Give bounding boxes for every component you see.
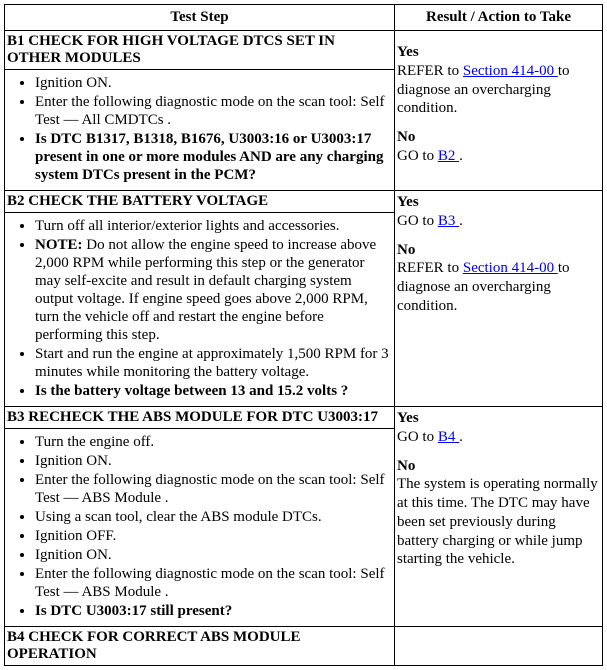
b1-title-row: B1 CHECK FOR HIGH VOLTAGE DTCS SET IN OT… [5,31,603,70]
b1-yes-label: Yes [397,43,600,62]
header-test-step: Test Step [5,5,395,31]
b1-title: B1 CHECK FOR HIGH VOLTAGE DTCS SET IN OT… [5,31,395,70]
b1-list: Ignition ON. Enter the following diagnos… [9,74,390,184]
table-header-row: Test Step Result / Action to Take [5,5,603,31]
b3-title: B3 RECHECK THE ABS MODULE FOR DTC U3003:… [5,407,395,429]
link-b4[interactable]: B4 [438,429,459,445]
link-b2[interactable]: B2 [438,148,459,164]
b3-item: Using a scan tool, clear the ABS module … [35,508,390,526]
spacer [397,447,600,457]
b3-item: Enter the following diagnostic mode on t… [35,471,390,507]
header-result: Result / Action to Take [395,5,603,31]
b3-body: Turn the engine off. Ignition ON. Enter … [5,429,395,627]
b3-item: Turn the engine off. [35,433,390,451]
b4-result [395,627,603,666]
b1-no-label: No [397,128,600,147]
b1-yes-pre: REFER to [397,63,463,79]
b1-no-pre: GO to [397,148,438,164]
b2-no-label: No [397,241,600,260]
b3-yes-pre: GO to [397,429,438,445]
b3-no-label: No [397,457,600,476]
b3-yes-label: Yes [397,409,600,428]
b3-no-body: The system is operating normally at this… [397,475,600,569]
b1-item: Enter the following diagnostic mode on t… [35,93,390,129]
b3-item: Enter the following diagnostic mode on t… [35,565,390,601]
b2-yes-pre: GO to [397,213,438,229]
link-section-414-00[interactable]: Section 414-00 [463,260,558,276]
b1-question: Is DTC B1317, B1318, B1676, U3003:16 or … [35,130,390,184]
b2-question: Is the battery voltage between 13 and 15… [35,382,390,400]
b2-body: Turn off all interior/exterior lights an… [5,213,395,407]
b1-no-post: . [459,148,463,164]
b2-item: Start and run the engine at approximatel… [35,345,390,381]
diagnostic-table: Test Step Result / Action to Take B1 CHE… [4,4,603,666]
link-b3[interactable]: B3 [438,213,459,229]
b3-list: Turn the engine off. Ignition ON. Enter … [9,433,390,620]
b1-yes-action: REFER to Section 414-00 to diagnose an o… [397,62,600,118]
b2-list: Turn off all interior/exterior lights an… [9,217,390,400]
b3-item: Ignition ON. [35,546,390,564]
b1-item: Ignition ON. [35,74,390,92]
b1-no-action: GO to B2 . [397,147,600,166]
b2-yes-action: GO to B3 . [397,212,600,231]
spacer [397,231,600,241]
b3-yes-action: GO to B4 . [397,428,600,447]
b1-result: Yes REFER to Section 414-00 to diagnose … [395,31,603,191]
b3-item: Ignition ON. [35,452,390,470]
spacer [397,33,600,43]
b2-note-label: NOTE: [35,237,83,253]
b2-title-row: B2 CHECK THE BATTERY VOLTAGE Yes GO to B… [5,191,603,213]
b2-yes-post: . [459,213,463,229]
diagnostic-table-container: Test Step Result / Action to Take B1 CHE… [4,4,603,666]
b2-item: NOTE: Do not allow the engine speed to i… [35,236,390,344]
b2-item: Turn off all interior/exterior lights an… [35,217,390,235]
b4-title: B4 CHECK FOR CORRECT ABS MODULE OPERATIO… [5,627,395,666]
b2-title: B2 CHECK THE BATTERY VOLTAGE [5,191,395,213]
b3-result: Yes GO to B4 . No The system is operatin… [395,407,603,627]
spacer [397,118,600,128]
b2-yes-label: Yes [397,193,600,212]
b2-no-action: REFER to Section 414-00 to diagnose an o… [397,259,600,315]
b2-no-pre: REFER to [397,260,463,276]
link-section-414-00[interactable]: Section 414-00 [463,63,558,79]
b2-note-body: Do not allow the engine speed to increas… [35,237,376,343]
b1-body: Ignition ON. Enter the following diagnos… [5,70,395,191]
b3-item: Ignition OFF. [35,527,390,545]
b2-result: Yes GO to B3 . No REFER to Section 414-0… [395,191,603,407]
b3-title-row: B3 RECHECK THE ABS MODULE FOR DTC U3003:… [5,407,603,429]
b3-question: Is DTC U3003:17 still present? [35,602,390,620]
b3-yes-post: . [459,429,463,445]
b4-title-row: B4 CHECK FOR CORRECT ABS MODULE OPERATIO… [5,627,603,666]
